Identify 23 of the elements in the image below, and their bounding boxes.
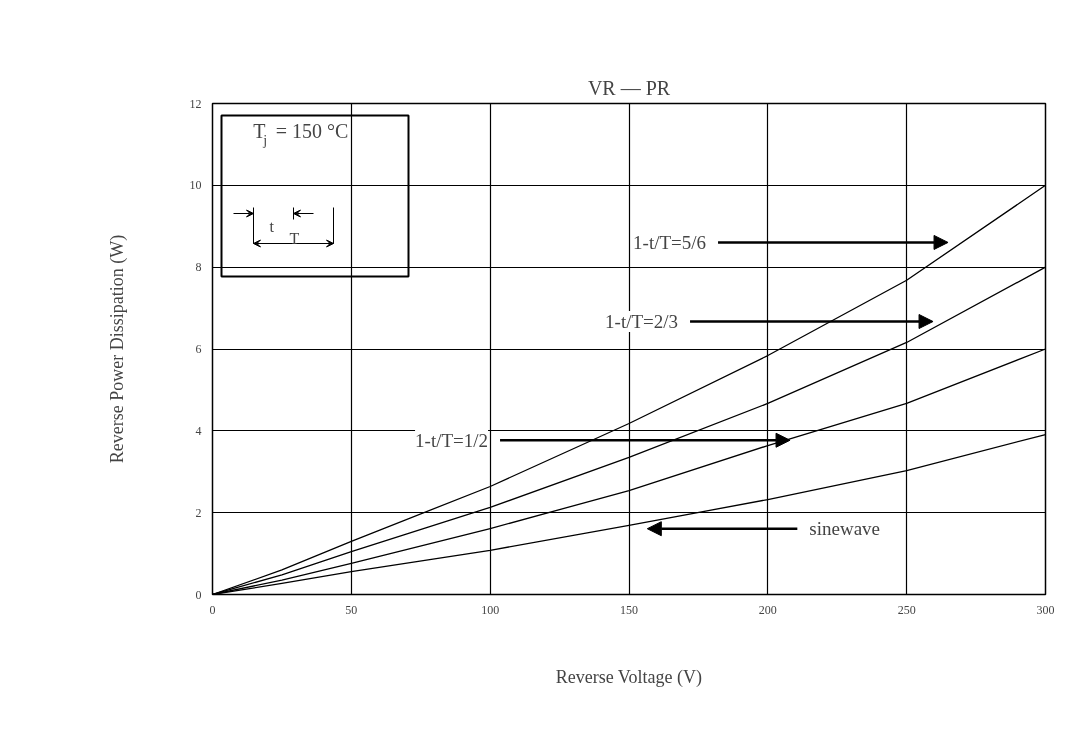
y-tick-label: 0 (195, 587, 202, 602)
x-tick-label: 100 (481, 602, 500, 617)
x-tick-label: 50 (345, 602, 358, 617)
y-tick-label: 4 (195, 423, 202, 438)
annotation: 1-t/T=5/6 (633, 231, 707, 253)
y-axis-title: Reverse Power Dissipation (W) (106, 234, 128, 464)
x-tick-label: 200 (758, 602, 777, 617)
annotation: 1-t/T=1/2 (415, 429, 489, 451)
y-tick-label: 6 (195, 342, 202, 356)
x-axis-title: Reverse Voltage (V) (555, 666, 702, 688)
x-tick-label: 0 (209, 602, 216, 617)
annotation: t (269, 218, 275, 236)
annotation: sinewave (809, 518, 881, 540)
x-tick-label: 250 (897, 602, 916, 617)
y-tick-label: 2 (195, 505, 202, 520)
annotation: 1-t/T=2/3 (605, 311, 679, 332)
x-tick-label: 300 (1036, 602, 1055, 617)
annotation: T (289, 230, 300, 248)
y-tick-label: 12 (189, 96, 202, 111)
y-tick-label: 8 (195, 260, 202, 275)
x-tick-label: 150 (620, 602, 638, 617)
y-tick-label: 10 (189, 178, 202, 193)
chart-title: VR — PR (587, 76, 671, 99)
